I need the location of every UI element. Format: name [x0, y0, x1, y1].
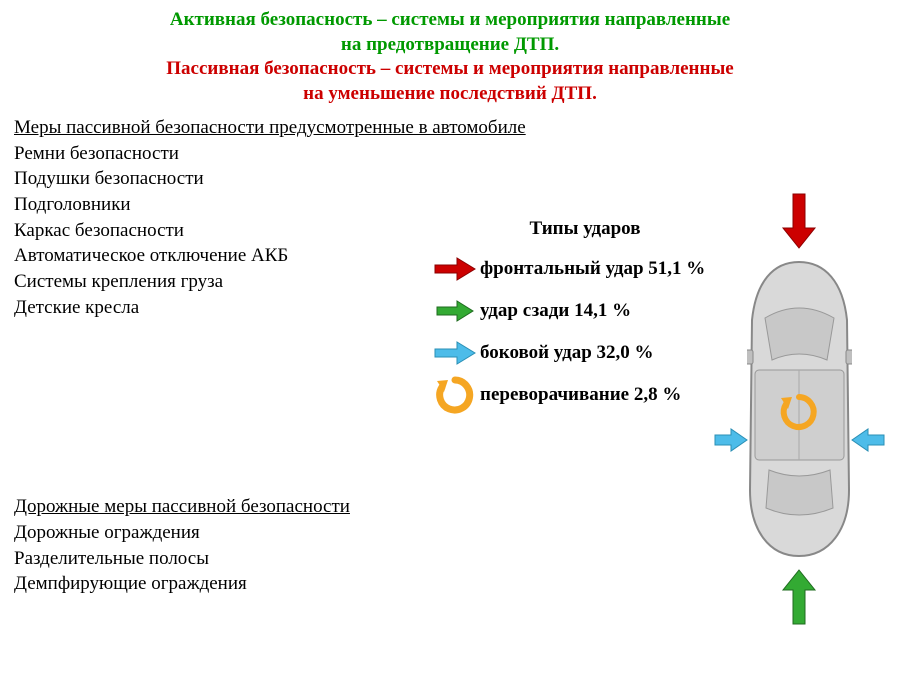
passive-safety-def-line2: на уменьшение последствий ДТП. [20, 82, 880, 107]
impact-row-rear: удар сзади 14,1 % [430, 294, 740, 328]
active-safety-def-line1: Активная безопасность – системы и меропр… [20, 8, 880, 33]
arrow-right-blue-icon [713, 426, 749, 454]
header-block: Активная безопасность – системы и меропр… [0, 0, 900, 111]
car-diagram [717, 190, 882, 660]
impact-row-side: боковой удар 32,0 % [430, 336, 740, 370]
road-measures-heading: Дорожные меры пассивной безопасности [14, 496, 350, 518]
arrow-left-blue-icon [850, 426, 886, 454]
impact-row-rollover: переворачивание 2,8 % [430, 378, 740, 412]
arrow-right-green-icon [430, 294, 480, 328]
impact-row-frontal: фронтальный удар 51,1 % [430, 252, 740, 286]
list-item: Подушки безопасности [14, 166, 900, 192]
impact-label: фронтальный удар 51,1 % [480, 258, 705, 280]
impact-types-title: Типы ударов [430, 218, 740, 240]
list-item: Ремни безопасности [14, 141, 900, 167]
rotate-icon [430, 378, 480, 412]
list-item: Демпфирующие ограждения [14, 571, 350, 597]
arrow-right-red-icon [430, 252, 480, 286]
arrow-right-blue-icon [430, 336, 480, 370]
car-topview-icon [747, 260, 852, 560]
road-measures-section: Дорожные меры пассивной безопасности Дор… [0, 490, 350, 597]
road-measures-list: Дорожные ограждения Разделительные полос… [14, 520, 350, 597]
list-item: Дорожные ограждения [14, 520, 350, 546]
arrow-down-red-icon [779, 192, 819, 252]
impact-label: боковой удар 32,0 % [480, 342, 654, 364]
active-safety-def-line2: на предотвращение ДТП. [20, 33, 880, 58]
list-item: Разделительные полосы [14, 546, 350, 572]
impact-label: переворачивание 2,8 % [480, 384, 681, 406]
passive-safety-def-line1: Пассивная безопасность – системы и мероп… [20, 57, 880, 82]
impact-types-block: Типы ударов фронтальный удар 51,1 % удар… [430, 218, 740, 420]
impact-label: удар сзади 14,1 % [480, 300, 631, 322]
arrow-up-green-icon [781, 568, 817, 626]
passive-measures-heading: Меры пассивной безопасности предусмотрен… [14, 117, 900, 139]
